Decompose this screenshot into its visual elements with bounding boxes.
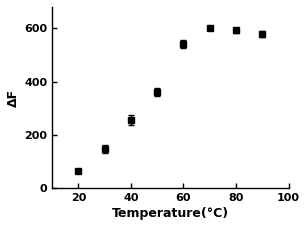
Y-axis label: ΔF: ΔF xyxy=(7,89,20,106)
X-axis label: Temperature(°C): Temperature(°C) xyxy=(112,207,229,220)
